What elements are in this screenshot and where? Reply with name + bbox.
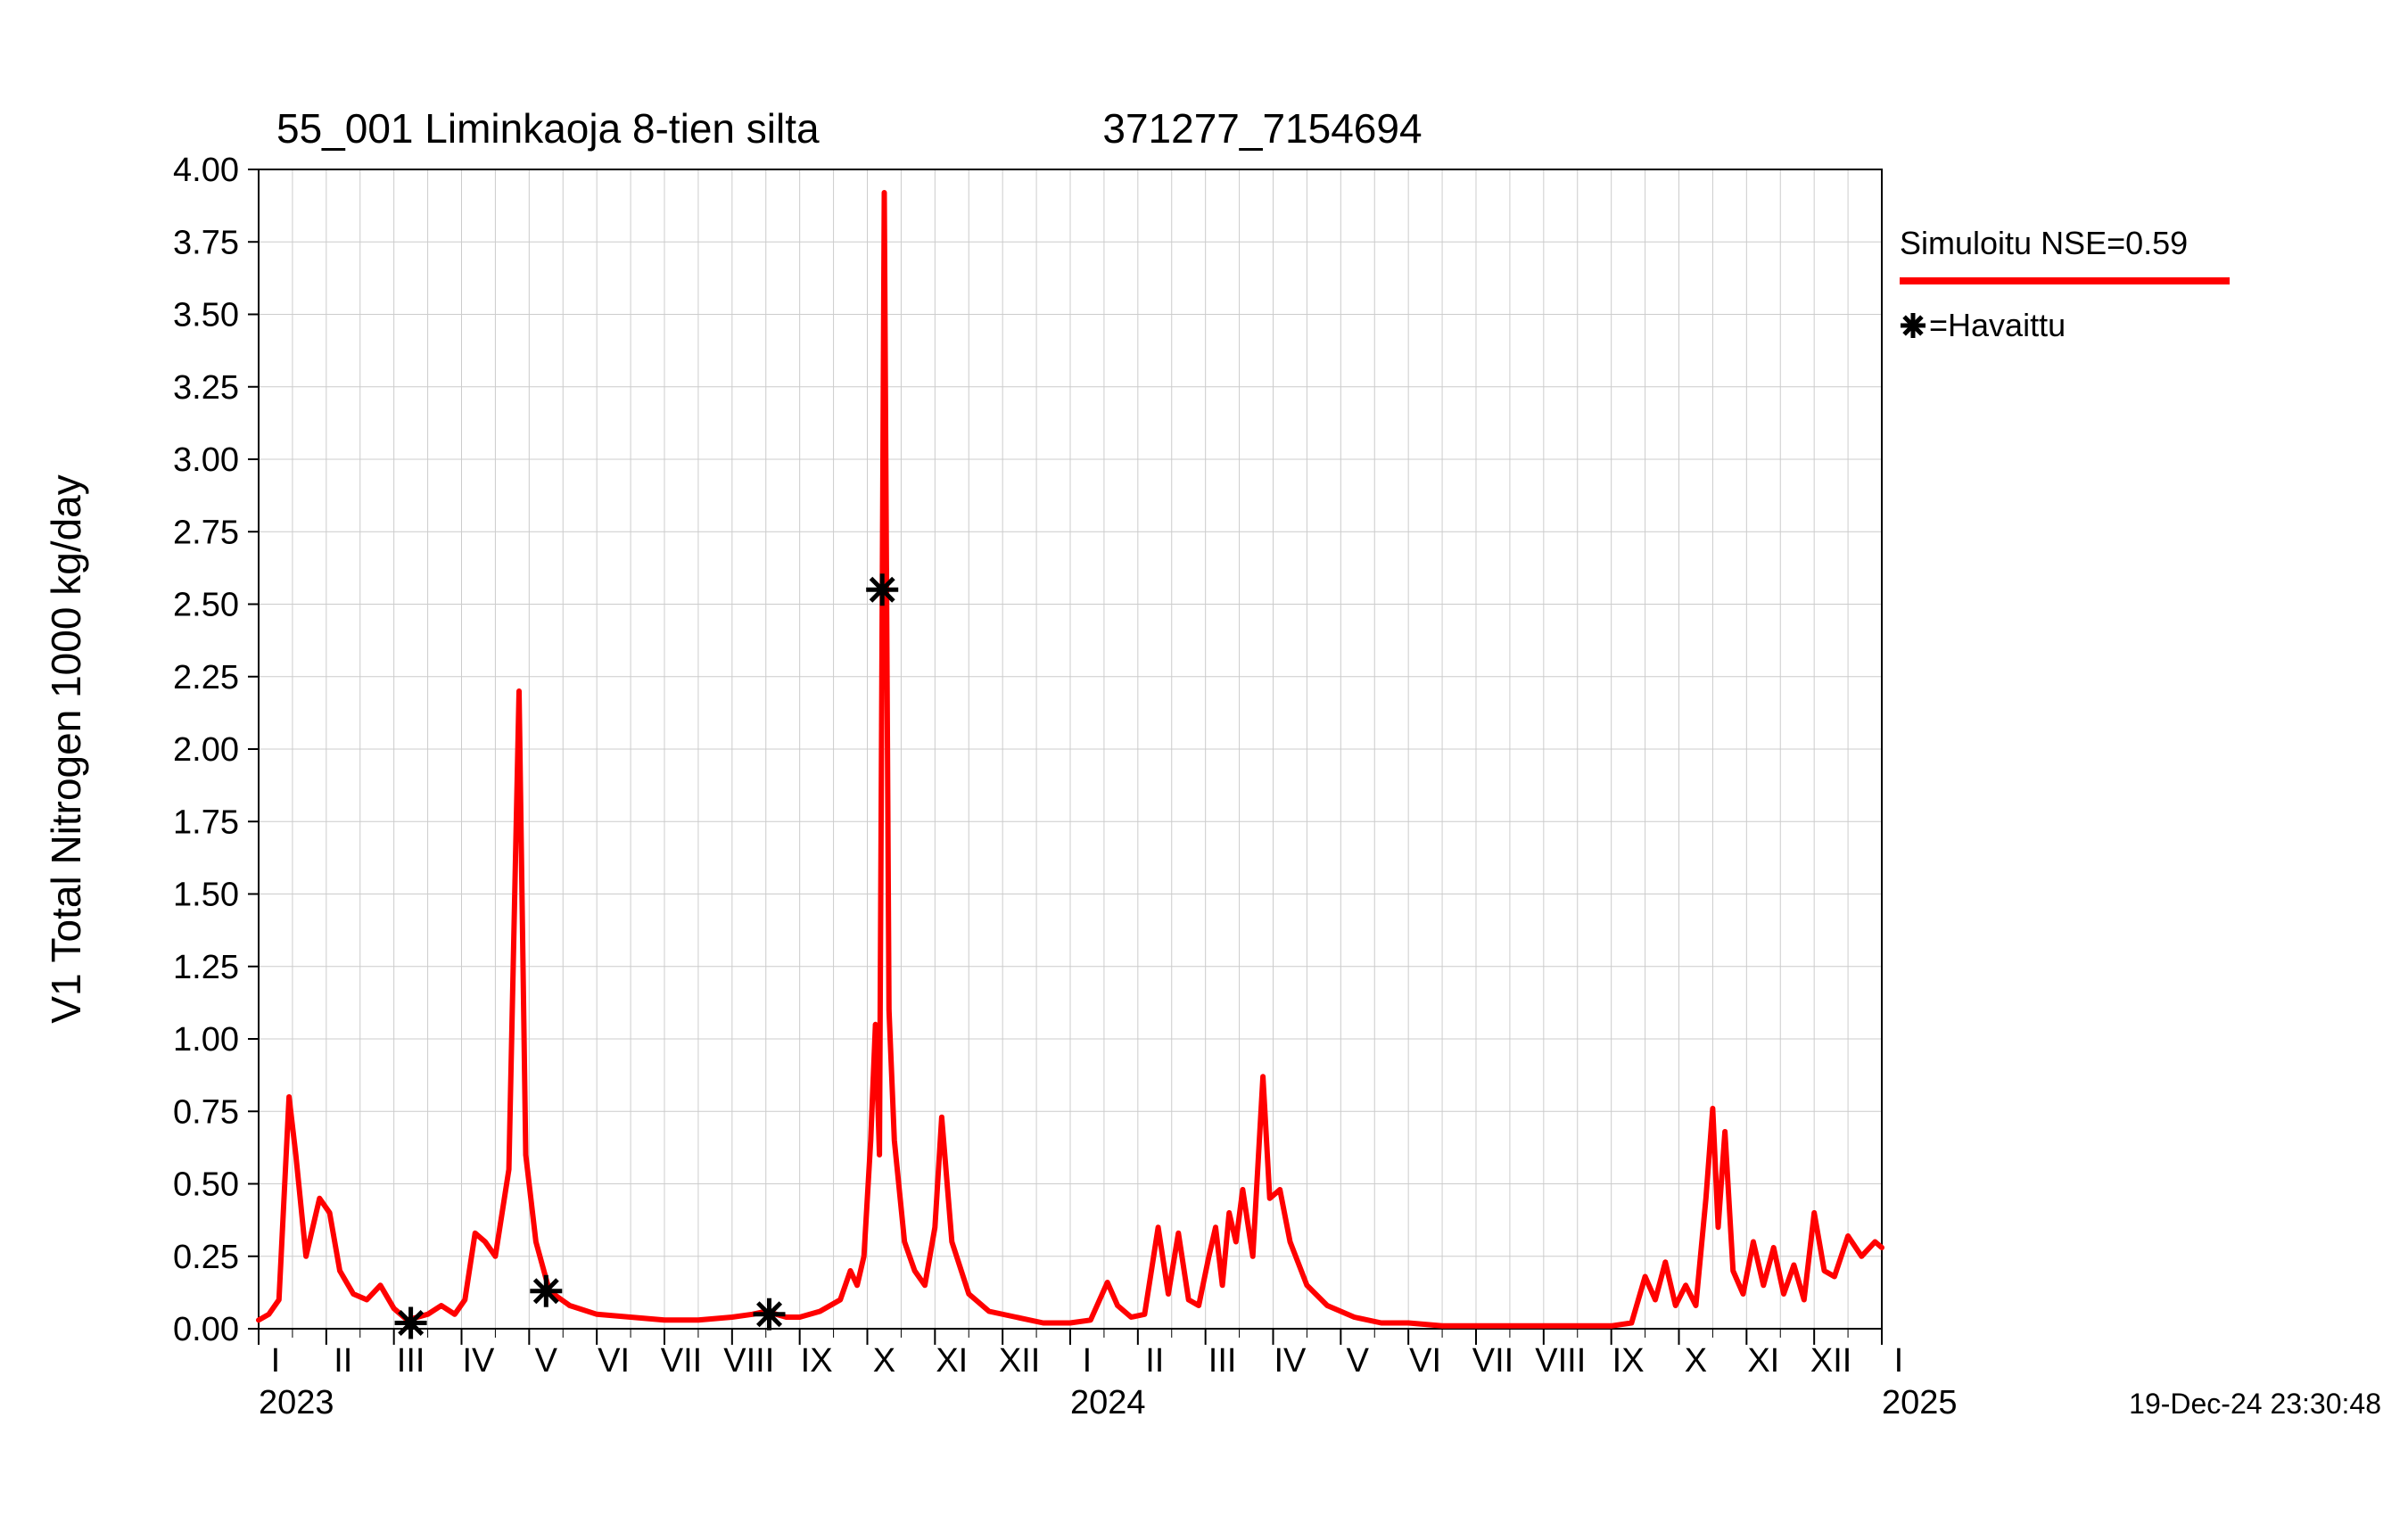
xtick-month-label: XII [1810,1342,1851,1380]
xtick-month-label: VI [1409,1342,1441,1380]
ytick-label: 2.50 [173,587,239,624]
ytick-label: 0.50 [173,1166,239,1204]
xtick-month-label: III [397,1342,425,1380]
xtick-month-label: I [1083,1342,1093,1380]
legend-sim-label: Simuloitu NSE=0.59 [1900,225,2188,261]
xtick-month-label: V [1347,1342,1370,1380]
xtick-month-label: I [1894,1342,1904,1380]
chart-svg: 0.00 0.25 0.50 0.75 1.00 1.25 1.50 1.75 2.00 2.25… [0,0,2408,1516]
xtick-month-label: II [334,1342,352,1380]
ytick-label: 0.75 [173,1093,239,1131]
ytick-label: 3.50 [173,297,239,334]
ytick-label: 1.25 [173,949,239,986]
ytick-label: 2.00 [173,731,239,769]
y-axis-label: V1 Total Nitrogen 1000 kg/day [43,474,89,1023]
chart-title-right: 371277_7154694 [1102,105,1422,152]
xtick-month-label: IX [1612,1342,1645,1380]
observed-marker [395,1307,427,1339]
xtick-month-label: VIII [1535,1342,1586,1380]
legend-obs-icon [1901,313,1926,338]
xtick-year-label: 2024 [1070,1384,1146,1421]
ytick-label: 3.75 [173,224,239,261]
xtick-month-label: II [1145,1342,1164,1380]
xtick-month-label: IV [463,1342,496,1380]
xtick-month-label: VII [1472,1342,1513,1380]
xtick-month-label: VI [598,1342,630,1380]
ytick-label: 3.00 [173,441,239,479]
xtick-month-label: XI [936,1342,968,1380]
ytick-label: 4.00 [173,152,239,189]
legend-obs-label: =Havaittu [1929,307,2066,343]
ytick-label: 1.50 [173,877,239,914]
chart-title-left: 55_001 Liminkaoja 8-tien silta [276,105,820,152]
xtick-month-label: X [1685,1342,1707,1380]
xtick-month-label: XI [1747,1342,1779,1380]
ytick-label: 1.75 [173,803,239,841]
xtick-month-label: VIII [723,1342,774,1380]
xtick-month-label: III [1208,1342,1237,1380]
ytick-label: 1.00 [173,1021,239,1059]
observed-marker [530,1275,562,1307]
chart-container: 0.00 0.25 0.50 0.75 1.00 1.25 1.50 1.75 2.00 2.25… [0,0,2408,1516]
ytick-label: 0.25 [173,1239,239,1276]
ytick-label: 0.00 [173,1311,239,1348]
xtick-month-label: IV [1274,1342,1307,1380]
xtick-month-label: X [873,1342,895,1380]
xtick-month-label: XII [999,1342,1040,1380]
xtick-month-label: V [535,1342,558,1380]
observed-marker [866,573,898,606]
timestamp: 19-Dec-24 23:30:48 [2129,1388,2381,1420]
xtick-month-label: VII [661,1342,702,1380]
xtick-year-label: 2023 [259,1384,334,1421]
ytick-label: 2.25 [173,659,239,696]
xtick-month-label: IX [801,1342,833,1380]
xtick-year-label: 2025 [1882,1384,1958,1421]
ytick-label: 2.75 [173,514,239,551]
observed-marker [754,1298,786,1331]
ytick-label: 3.25 [173,369,239,407]
xtick-month-label: I [271,1342,281,1380]
